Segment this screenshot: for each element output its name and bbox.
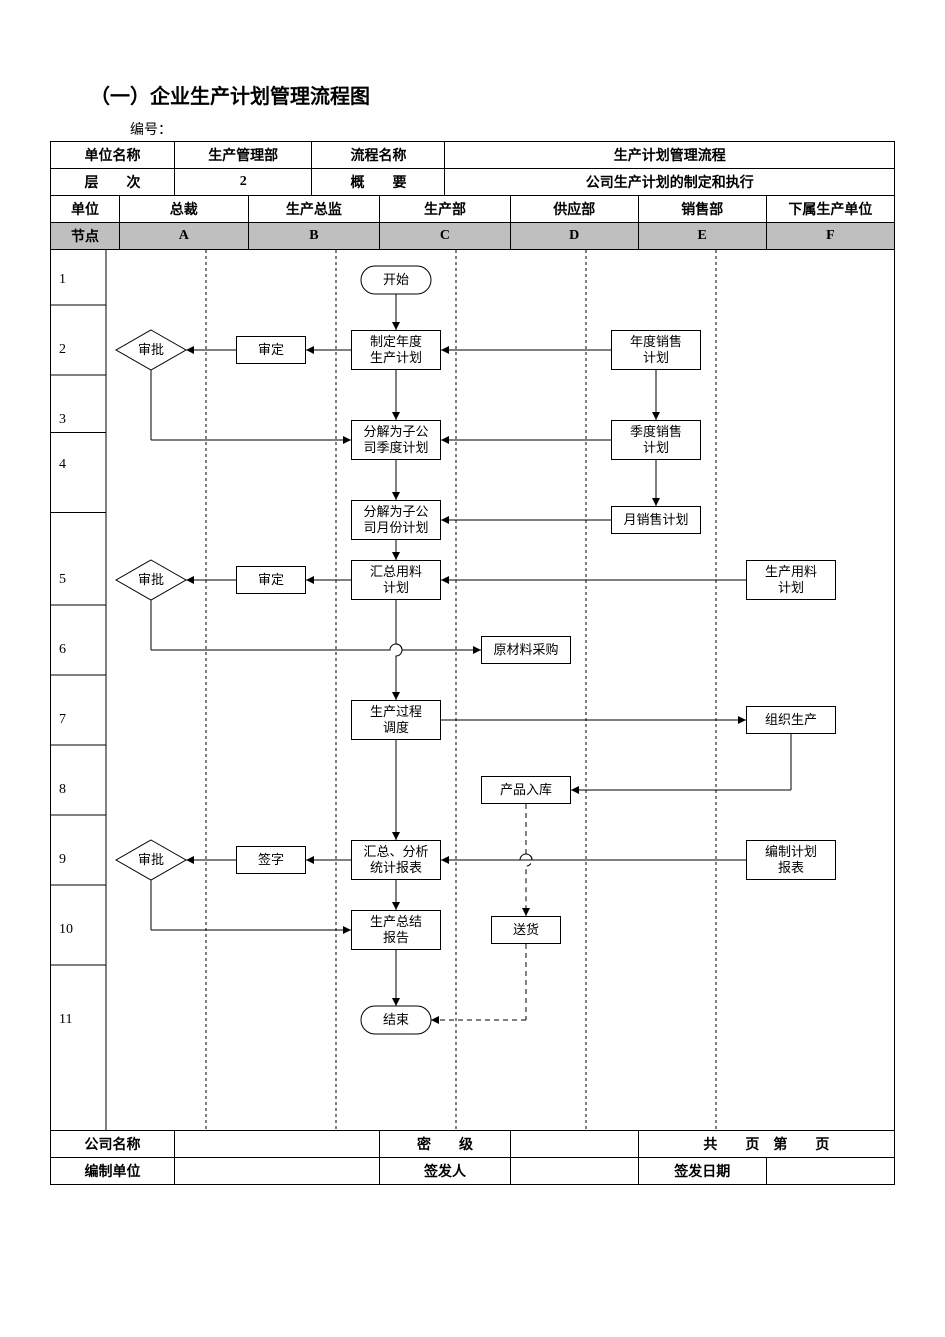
- flow-node-f5: 生产用料计划: [746, 560, 836, 600]
- flow-node-c2: 制定年度生产计划: [351, 330, 441, 370]
- ftr-company-label: 公司名称: [51, 1131, 175, 1158]
- col-B: 生产总监: [248, 196, 380, 223]
- flow-node-e34: 季度销售计划: [611, 420, 701, 460]
- flow-node-d10: 送货: [491, 916, 561, 944]
- col-c: C: [380, 223, 511, 250]
- ftr-company-val: [174, 1131, 379, 1158]
- flow-node-a9: 审批: [116, 850, 186, 870]
- flow-node-c34: 分解为子公司季度计划: [351, 420, 441, 460]
- flow-node-f9: 编制计划报表: [746, 840, 836, 880]
- ftr-secret-val: [510, 1131, 638, 1158]
- serial-label: 编号：: [130, 119, 895, 139]
- flowchart-table: 单位名称 生产管理部 流程名称 生产计划管理流程 层 次 2 概 要 公司生产计…: [50, 141, 895, 1185]
- flow-node-d8: 产品入库: [481, 776, 571, 804]
- flow-node-a5: 审批: [116, 570, 186, 590]
- page-title: （一）企业生产计划管理流程图: [90, 80, 895, 109]
- row-label: 8: [59, 782, 99, 798]
- flow-node-c10: 生产总结报告: [351, 910, 441, 950]
- col-F: 下属生产单位: [766, 196, 894, 223]
- ftr-signer-label: 签发人: [380, 1158, 511, 1185]
- col-f: F: [766, 223, 894, 250]
- hdr-proc-name-label: 流程名称: [312, 142, 445, 169]
- flow-node-b9: 签字: [236, 846, 306, 874]
- ftr-editor-val: [174, 1158, 379, 1185]
- flow-node-c9: 汇总、分析统计报表: [351, 840, 441, 880]
- flow-node-c5: 汇总用料计划: [351, 560, 441, 600]
- row-label: 1: [59, 272, 99, 288]
- hdr-level-label: 层 次: [51, 169, 175, 196]
- row-label: 10: [59, 922, 99, 938]
- flow-node-e4b: 月销售计划: [611, 506, 701, 534]
- ftr-date-val: [766, 1158, 894, 1185]
- col-unit: 单位: [51, 196, 120, 223]
- col-A: 总裁: [120, 196, 249, 223]
- flow-node-c7: 生产过程调度: [351, 700, 441, 740]
- col-E: 销售部: [638, 196, 766, 223]
- row-label: 11: [59, 1012, 99, 1028]
- ftr-signer-val: [510, 1158, 638, 1185]
- col-d: D: [510, 223, 638, 250]
- hdr-proc-name-val: 生产计划管理流程: [445, 142, 895, 169]
- flowchart-canvas: 1234567891011开始制定年度生产计划审定审批年度销售计划分解为子公司季…: [51, 250, 894, 1130]
- col-e: E: [638, 223, 766, 250]
- ftr-editor-label: 编制单位: [51, 1158, 175, 1185]
- flow-node-f7: 组织生产: [746, 706, 836, 734]
- hdr-level-val: 2: [174, 169, 312, 196]
- flow-node-a2: 审批: [116, 340, 186, 360]
- row-label: 7: [59, 712, 99, 728]
- col-a: A: [120, 223, 249, 250]
- col-b: B: [248, 223, 380, 250]
- ftr-secret-label: 密 级: [380, 1131, 511, 1158]
- row-label: 4: [59, 457, 99, 473]
- col-D: 供应部: [510, 196, 638, 223]
- ftr-page-label: 共 页 第 页: [638, 1131, 894, 1158]
- flow-node-end: 结束: [361, 1010, 431, 1030]
- row-label: 2: [59, 342, 99, 358]
- ftr-date-label: 签发日期: [638, 1158, 766, 1185]
- flow-node-start: 开始: [361, 270, 431, 290]
- hdr-summary-label: 概 要: [312, 169, 445, 196]
- flow-node-b5: 审定: [236, 566, 306, 594]
- row-label: 3: [59, 412, 99, 428]
- flow-node-b2: 审定: [236, 336, 306, 364]
- flow-node-e2: 年度销售计划: [611, 330, 701, 370]
- row-label: 6: [59, 642, 99, 658]
- row-label: 5: [59, 572, 99, 588]
- hdr-unit-name-val: 生产管理部: [174, 142, 312, 169]
- col-node: 节点: [51, 223, 120, 250]
- row-label: 9: [59, 852, 99, 868]
- hdr-summary-val: 公司生产计划的制定和执行: [445, 169, 895, 196]
- flow-node-d6: 原材料采购: [481, 636, 571, 664]
- hdr-unit-name-label: 单位名称: [51, 142, 175, 169]
- col-C: 生产部: [380, 196, 511, 223]
- flow-node-c4b: 分解为子公司月份计划: [351, 500, 441, 540]
